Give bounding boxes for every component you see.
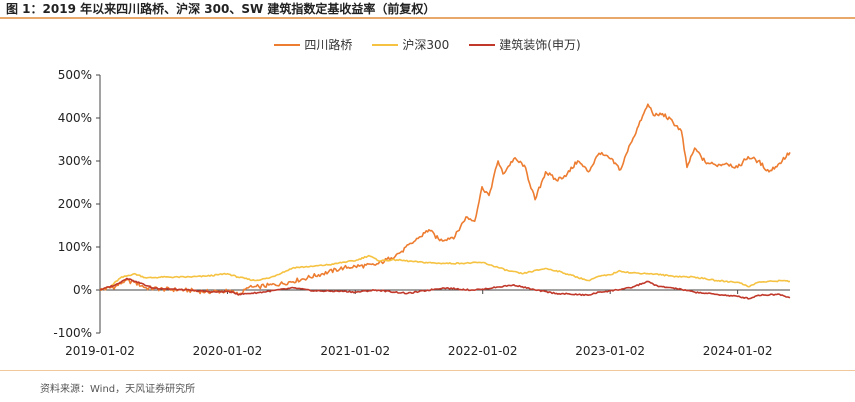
y-tick-label: -100% bbox=[53, 326, 92, 340]
x-tick-label: 2022-01-02 bbox=[448, 344, 518, 358]
y-tick-label: 0% bbox=[73, 283, 92, 297]
legend-label-hs300: 沪深300 bbox=[402, 38, 450, 52]
legend-swatch-sichuan bbox=[274, 43, 301, 46]
series-line-construction-sw bbox=[99, 277, 791, 300]
x-tick-label: 2019-01-02 bbox=[65, 344, 135, 358]
legend-item-construction: 建筑装饰(申万) bbox=[469, 36, 581, 53]
legend-swatch-hs300 bbox=[372, 43, 399, 46]
x-tick-label: 2021-01-02 bbox=[320, 344, 390, 358]
y-tick-label: 400% bbox=[58, 111, 92, 125]
series-line-sichuan-road-bridge bbox=[99, 103, 791, 296]
x-tick-label: 2023-01-02 bbox=[575, 344, 645, 358]
chart-legend: 四川路桥 沪深300 建筑装饰(申万) bbox=[0, 36, 855, 53]
source-divider bbox=[0, 370, 855, 371]
y-tick-label: 300% bbox=[58, 154, 92, 168]
title-divider bbox=[0, 17, 855, 19]
legend-item-sichuan: 四川路桥 bbox=[274, 36, 352, 53]
y-tick-label: 500% bbox=[58, 68, 92, 82]
figure-title: 图 1：2019 年以来四川路桥、沪深 300、SW 建筑指数定基收益率（前复权… bbox=[6, 2, 436, 16]
legend-label-sichuan: 四川路桥 bbox=[304, 38, 353, 52]
legend-item-hs300: 沪深300 bbox=[372, 36, 449, 53]
x-tick-label: 2020-01-02 bbox=[193, 344, 263, 358]
y-tick-label: 200% bbox=[58, 197, 92, 211]
source-note: 资料来源：Wind，天风证券研究所 bbox=[40, 384, 196, 395]
line-chart: 500% 400% 300% 200% 100% 0% -100% 2019-01-02 202… bbox=[53, 68, 791, 358]
legend-swatch-construction bbox=[469, 43, 496, 46]
series-line-hs300 bbox=[99, 254, 791, 291]
legend-label-construction: 建筑装饰(申万) bbox=[499, 38, 581, 52]
x-tick-label: 2024-01-02 bbox=[703, 344, 773, 358]
y-tick-label: 100% bbox=[58, 240, 92, 254]
